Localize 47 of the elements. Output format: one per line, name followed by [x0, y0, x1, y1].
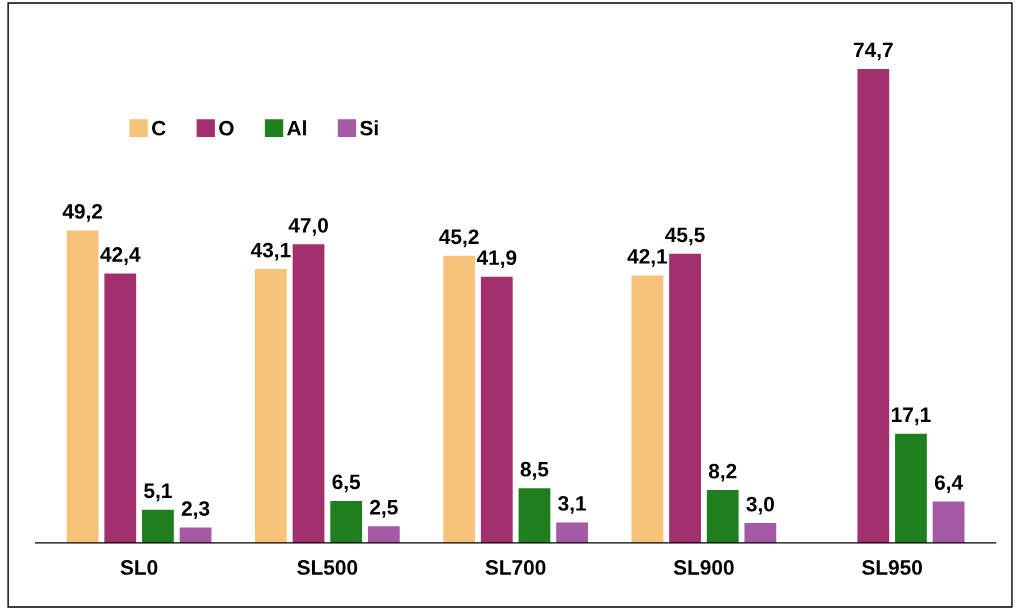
bar — [857, 68, 890, 543]
bar — [932, 501, 965, 543]
x-tick-label: SL0 — [120, 560, 158, 575]
bar — [104, 273, 137, 543]
bar — [330, 500, 363, 543]
legend-label: C — [151, 120, 166, 136]
data-label: 74,7 — [853, 42, 893, 61]
bar — [480, 276, 513, 543]
data-label: 41,9 — [476, 250, 517, 269]
data-label: 45,2 — [439, 229, 479, 248]
data-label: 43,1 — [250, 242, 291, 261]
bar — [895, 433, 927, 543]
legend-label: Si — [360, 120, 378, 136]
data-label: 8,5 — [520, 461, 549, 480]
bar — [66, 230, 99, 543]
bar — [631, 275, 664, 543]
data-label: 45,5 — [665, 227, 705, 246]
x-tick-label: SL500 — [297, 560, 358, 575]
bar — [518, 488, 551, 543]
bar — [706, 490, 739, 543]
data-label: 6,5 — [332, 474, 361, 493]
bar — [179, 527, 212, 543]
data-label: 2,3 — [181, 501, 210, 519]
data-label: 5,1 — [144, 483, 172, 502]
x-tick-label: SL900 — [673, 560, 734, 575]
bar — [292, 244, 325, 543]
legend-label: O — [219, 120, 234, 136]
data-label: 6,4 — [934, 475, 963, 493]
data-label: 3,0 — [746, 496, 774, 515]
bar — [142, 509, 174, 543]
data-label: 42,4 — [100, 247, 141, 265]
bar — [556, 522, 588, 543]
bar — [744, 523, 777, 543]
legend-label: Al — [287, 120, 306, 136]
bar — [254, 269, 287, 543]
data-label: 47,0 — [288, 217, 328, 236]
x-tick-label: SL950 — [862, 560, 922, 575]
data-label: 2,5 — [370, 499, 398, 518]
x-tick-label: SL700 — [485, 560, 546, 575]
bar — [367, 526, 400, 543]
bar — [443, 255, 476, 543]
data-label: 8,2 — [708, 463, 737, 482]
bar — [669, 253, 701, 543]
data-label: 42,1 — [627, 249, 668, 267]
data-label: 3,1 — [558, 496, 586, 514]
data-label: 49,2 — [62, 204, 103, 222]
data-label: 17,1 — [892, 407, 931, 426]
